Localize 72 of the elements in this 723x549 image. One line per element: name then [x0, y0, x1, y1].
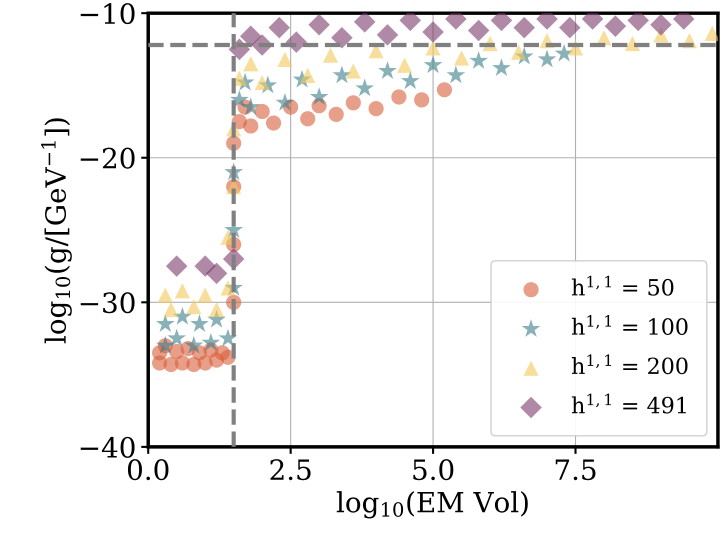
point: [243, 118, 258, 134]
point: [513, 16, 535, 38]
point: [266, 115, 282, 131]
point: [355, 78, 374, 96]
point: [186, 299, 202, 314]
point: [510, 44, 526, 60]
point: [243, 56, 258, 72]
point: [163, 302, 179, 318]
point: [396, 58, 412, 73]
point: [604, 15, 626, 37]
legend-label: h$^{1,1}$ = 50: [572, 276, 674, 296]
point: [368, 100, 384, 116]
point: [254, 104, 270, 120]
point: [332, 66, 352, 84]
point: [158, 287, 173, 303]
point: [469, 51, 488, 69]
point: [554, 44, 574, 62]
y-axis-title: log$_{10}$(g/[GeV$^{−1}$]): [41, 118, 72, 344]
point: [156, 314, 175, 332]
point: [436, 82, 452, 98]
point: [376, 24, 398, 46]
point: [184, 336, 204, 354]
point: [492, 58, 511, 76]
point: [322, 47, 338, 63]
point: [310, 87, 328, 105]
y-tick-label: −20: [80, 148, 135, 169]
point: [268, 16, 290, 38]
point: [174, 283, 190, 298]
point: [468, 20, 490, 42]
point: [378, 61, 397, 79]
point: [414, 92, 430, 108]
point: [254, 74, 270, 90]
point: [400, 71, 420, 90]
x-tick-label: 7.5: [556, 460, 596, 480]
x-tick-label: 2.5: [270, 459, 311, 480]
point: [328, 106, 344, 122]
point: [166, 255, 188, 277]
x-tick-label: 0.0: [128, 459, 168, 480]
point: [331, 26, 353, 49]
point: [167, 328, 186, 346]
point: [308, 14, 330, 36]
point: [354, 13, 376, 33]
point: [190, 314, 209, 332]
point: [218, 328, 238, 346]
point: [220, 280, 236, 296]
point: [300, 111, 316, 126]
legend-label: h$^{1,1}$ = 100: [572, 315, 688, 335]
point: [208, 302, 224, 318]
point: [454, 50, 470, 66]
point: [206, 262, 228, 284]
legend-label: h$^{1,1}$ = 200: [572, 354, 688, 374]
point: [277, 52, 293, 68]
x-axis-title: log$_{10}$(EM Vol): [336, 491, 528, 518]
point: [276, 92, 294, 111]
point: [391, 89, 406, 105]
point: [446, 66, 466, 84]
y-tick-label: −30: [80, 292, 135, 314]
point: [346, 95, 361, 110]
point: [425, 40, 441, 56]
point: [241, 97, 260, 116]
point: [422, 21, 444, 43]
point: [650, 14, 672, 36]
x-tick-label: 5.0: [413, 459, 454, 480]
legend-label: h$^{1,1}$ = 491: [572, 394, 686, 414]
point: [424, 55, 442, 74]
y-tick-label: −10: [80, 3, 135, 24]
point: [559, 16, 581, 38]
point: [538, 50, 556, 68]
y-tick-label: −40: [80, 436, 135, 458]
point: [202, 332, 220, 351]
point: [346, 63, 361, 79]
point: [198, 287, 213, 303]
